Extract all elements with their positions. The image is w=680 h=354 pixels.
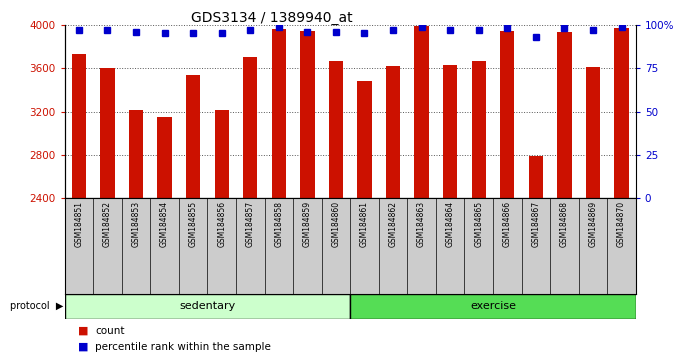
Text: GSM184869: GSM184869 [588,201,598,247]
Text: GSM184853: GSM184853 [131,201,141,247]
Text: GSM184867: GSM184867 [531,201,541,247]
Bar [586,67,600,198]
Text: GSM184856: GSM184856 [217,201,226,247]
Bar [358,81,371,198]
Bar [415,26,428,198]
Text: exercise: exercise [470,301,516,311]
Bar [158,117,171,198]
Bar [329,61,343,198]
Text: GSM184863: GSM184863 [417,201,426,247]
Bar [350,294,636,319]
Bar [129,110,143,198]
Bar [186,75,201,198]
Text: GSM184855: GSM184855 [188,201,198,247]
Text: GSM184861: GSM184861 [360,201,369,247]
Text: GSM184870: GSM184870 [617,201,626,247]
Text: GSM184857: GSM184857 [245,201,255,247]
Text: GSM184852: GSM184852 [103,201,112,247]
Text: GSM184864: GSM184864 [445,201,455,247]
Text: GSM184866: GSM184866 [503,201,512,247]
Bar [386,66,401,198]
Bar [529,156,543,198]
Text: GSM184854: GSM184854 [160,201,169,247]
Bar [72,54,86,198]
Text: GSM184862: GSM184862 [388,201,398,247]
Bar [500,31,515,198]
Text: GSM184851: GSM184851 [74,201,84,247]
Bar [615,28,628,198]
Bar [272,29,286,198]
Bar [101,68,114,198]
Text: protocol  ▶: protocol ▶ [10,301,63,311]
Text: count: count [95,326,124,336]
Text: GSM184865: GSM184865 [474,201,483,247]
Text: GSM184868: GSM184868 [560,201,569,247]
Text: ■: ■ [78,326,88,336]
Bar [215,110,228,198]
Text: percentile rank within the sample: percentile rank within the sample [95,342,271,352]
Bar [65,294,350,319]
Text: ■: ■ [78,342,88,352]
Text: GSM184858: GSM184858 [274,201,284,247]
Text: sedentary: sedentary [180,301,235,311]
Text: GSM184860: GSM184860 [331,201,341,247]
Bar [443,65,458,198]
Bar [243,57,257,198]
Bar [472,61,486,198]
Bar [301,31,314,198]
Text: GDS3134 / 1389940_at: GDS3134 / 1389940_at [191,11,353,25]
Bar [558,32,571,198]
Text: GSM184859: GSM184859 [303,201,312,247]
